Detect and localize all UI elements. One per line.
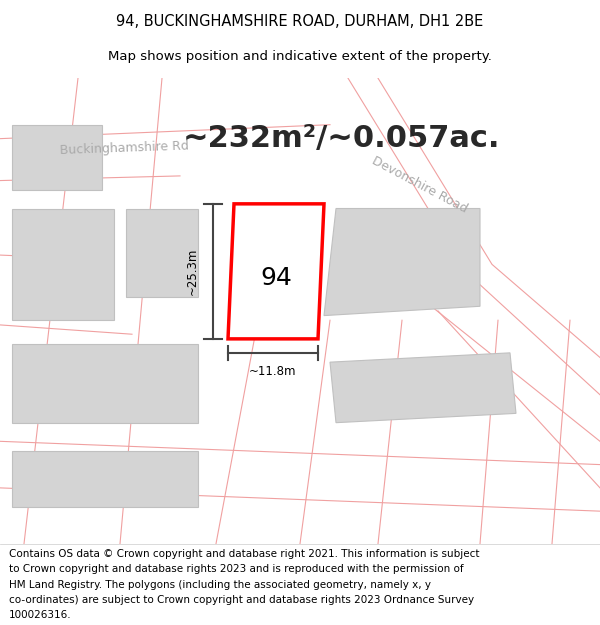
- Text: 94: 94: [260, 266, 292, 291]
- Text: Contains OS data © Crown copyright and database right 2021. This information is : Contains OS data © Crown copyright and d…: [9, 549, 479, 559]
- Text: HM Land Registry. The polygons (including the associated geometry, namely x, y: HM Land Registry. The polygons (includin…: [9, 579, 431, 589]
- Polygon shape: [126, 209, 198, 297]
- Text: Map shows position and indicative extent of the property.: Map shows position and indicative extent…: [108, 50, 492, 62]
- Polygon shape: [330, 353, 516, 422]
- Polygon shape: [12, 125, 102, 190]
- Text: co-ordinates) are subject to Crown copyright and database rights 2023 Ordnance S: co-ordinates) are subject to Crown copyr…: [9, 594, 474, 604]
- Text: ~25.3m: ~25.3m: [185, 248, 199, 295]
- Polygon shape: [12, 209, 114, 320]
- Text: 94, BUCKINGHAMSHIRE ROAD, DURHAM, DH1 2BE: 94, BUCKINGHAMSHIRE ROAD, DURHAM, DH1 2B…: [116, 14, 484, 29]
- Polygon shape: [324, 209, 480, 316]
- Polygon shape: [12, 451, 198, 506]
- Text: ~232m²/~0.057ac.: ~232m²/~0.057ac.: [183, 124, 501, 153]
- Text: 100026316.: 100026316.: [9, 609, 71, 619]
- Polygon shape: [228, 204, 324, 339]
- Text: Devonshire Road: Devonshire Road: [370, 154, 470, 216]
- Text: Buckinghamshire Rd: Buckinghamshire Rd: [60, 139, 190, 157]
- Text: to Crown copyright and database rights 2023 and is reproduced with the permissio: to Crown copyright and database rights 2…: [9, 564, 464, 574]
- Polygon shape: [12, 344, 198, 422]
- Text: ~11.8m: ~11.8m: [249, 365, 297, 378]
